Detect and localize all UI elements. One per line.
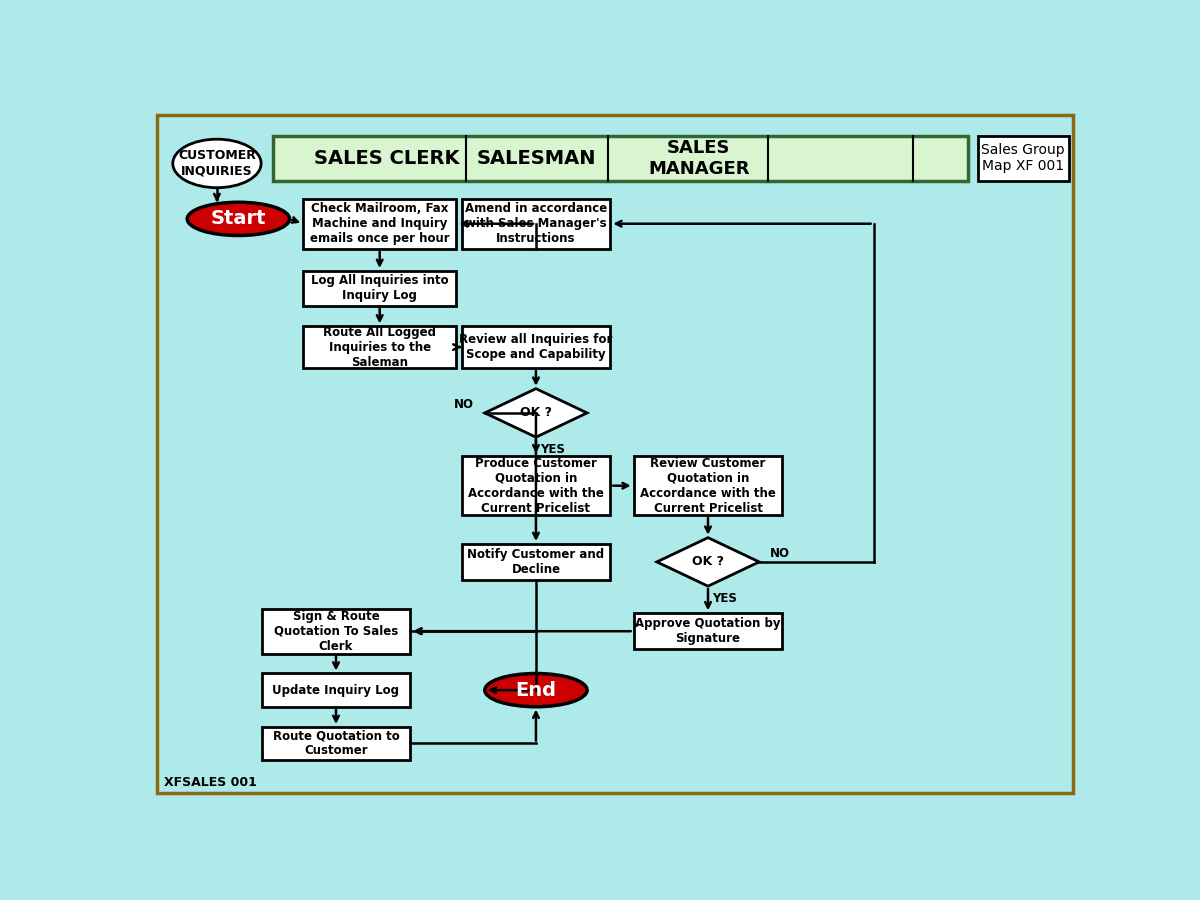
Text: YES: YES: [540, 443, 565, 456]
Ellipse shape: [173, 140, 262, 188]
FancyBboxPatch shape: [272, 136, 968, 181]
FancyBboxPatch shape: [462, 544, 611, 580]
Text: SALESMAN: SALESMAN: [476, 148, 595, 167]
Text: CUSTOMER
INQUIRIES: CUSTOMER INQUIRIES: [178, 149, 256, 177]
FancyBboxPatch shape: [262, 608, 410, 653]
Ellipse shape: [187, 202, 289, 236]
Text: Route All Logged
Inquiries to the
Saleman: Route All Logged Inquiries to the Salema…: [323, 326, 437, 369]
FancyBboxPatch shape: [302, 199, 456, 248]
FancyBboxPatch shape: [302, 271, 456, 305]
FancyBboxPatch shape: [462, 199, 611, 248]
Text: SALES CLERK: SALES CLERK: [314, 148, 460, 167]
Text: OK ?: OK ?: [692, 555, 724, 569]
FancyBboxPatch shape: [634, 456, 782, 515]
Text: Log All Inquiries into
Inquiry Log: Log All Inquiries into Inquiry Log: [311, 274, 449, 302]
FancyBboxPatch shape: [462, 456, 611, 515]
Text: NO: NO: [769, 547, 790, 560]
Text: NO: NO: [455, 398, 474, 411]
Text: Sign & Route
Quotation To Sales
Clerk: Sign & Route Quotation To Sales Clerk: [274, 609, 398, 652]
Polygon shape: [656, 537, 760, 586]
FancyBboxPatch shape: [262, 727, 410, 760]
Text: Review Customer
Quotation in
Accordance with the
Current Pricelist: Review Customer Quotation in Accordance …: [640, 456, 776, 515]
Text: Route Quotation to
Customer: Route Quotation to Customer: [272, 730, 400, 758]
Text: Update Inquiry Log: Update Inquiry Log: [272, 684, 400, 697]
FancyBboxPatch shape: [978, 136, 1069, 181]
Ellipse shape: [485, 673, 587, 707]
Text: Produce Customer
Quotation in
Accordance with the
Current Pricelist: Produce Customer Quotation in Accordance…: [468, 456, 604, 515]
FancyBboxPatch shape: [157, 115, 1073, 793]
Text: Approve Quotation by
Signature: Approve Quotation by Signature: [635, 617, 781, 645]
FancyBboxPatch shape: [462, 327, 611, 368]
Text: Sales Group
Map XF 001: Sales Group Map XF 001: [982, 143, 1066, 174]
FancyBboxPatch shape: [302, 327, 456, 368]
Text: Notify Customer and
Decline: Notify Customer and Decline: [467, 548, 605, 576]
FancyBboxPatch shape: [634, 613, 782, 649]
Text: Review all Inquiries for
Scope and Capability: Review all Inquiries for Scope and Capab…: [460, 333, 613, 361]
Text: XFSALES 001: XFSALES 001: [164, 776, 257, 788]
Text: Amend in accordance
with Sales Manager's
Instructions: Amend in accordance with Sales Manager's…: [464, 202, 607, 245]
Text: Check Mailroom, Fax
Machine and Inquiry
emails once per hour: Check Mailroom, Fax Machine and Inquiry …: [310, 202, 450, 245]
Text: Start: Start: [211, 210, 266, 229]
Text: SALES
MANAGER: SALES MANAGER: [648, 139, 750, 177]
Polygon shape: [485, 389, 587, 437]
Text: End: End: [516, 680, 557, 699]
FancyBboxPatch shape: [262, 673, 410, 707]
Text: YES: YES: [713, 592, 737, 605]
Text: OK ?: OK ?: [520, 407, 552, 419]
